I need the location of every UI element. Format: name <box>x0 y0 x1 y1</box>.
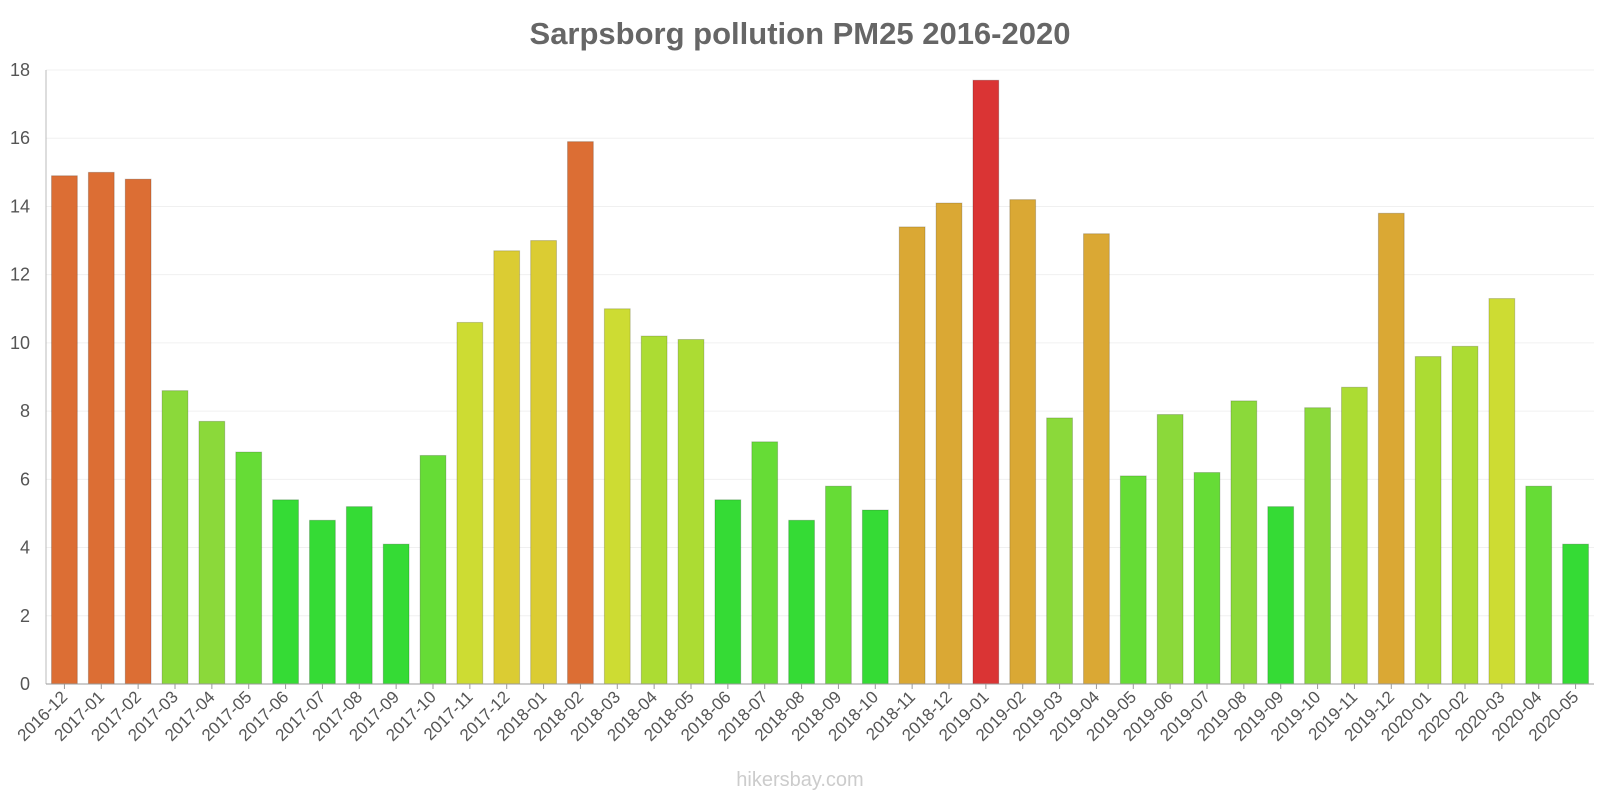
bar <box>1377 212 1405 685</box>
bar <box>1562 543 1589 685</box>
chart-title: Sarpsborg pollution PM25 2016-2020 <box>529 16 1071 51</box>
bar <box>1193 472 1221 685</box>
y-tick-label: 4 <box>20 538 30 558</box>
y-tick-label: 0 <box>20 674 30 694</box>
y-tick-label: 18 <box>10 60 30 80</box>
bar <box>382 543 410 685</box>
bar <box>1046 417 1073 685</box>
bar <box>530 240 557 685</box>
bar <box>567 141 594 685</box>
bar <box>677 338 705 685</box>
bar <box>898 226 926 685</box>
bar <box>935 202 963 685</box>
bar <box>1488 298 1516 685</box>
y-tick-label: 8 <box>20 401 30 421</box>
bar <box>1451 345 1479 685</box>
bar <box>825 485 852 685</box>
bar <box>1156 414 1184 685</box>
bar <box>51 175 78 685</box>
bar <box>1119 475 1147 685</box>
bar <box>419 454 447 685</box>
bar <box>124 178 152 685</box>
watermark: hikersbay.com <box>736 769 864 791</box>
bar <box>1341 386 1368 685</box>
bar <box>198 420 226 685</box>
bar <box>456 321 484 685</box>
bar <box>640 335 668 685</box>
bar <box>1414 356 1442 685</box>
bar <box>714 499 742 685</box>
bar <box>751 441 779 685</box>
bar <box>272 499 299 685</box>
bar <box>1230 400 1258 685</box>
bar <box>493 250 521 685</box>
bar <box>1083 233 1110 685</box>
bar <box>788 519 815 685</box>
bar <box>972 79 1000 685</box>
bar <box>87 171 115 685</box>
bar <box>1267 506 1295 685</box>
bar <box>1525 485 1553 685</box>
bar <box>861 509 889 685</box>
bar <box>1009 199 1037 685</box>
bar <box>1304 407 1331 685</box>
y-tick-label: 14 <box>10 196 30 216</box>
bar <box>603 308 631 685</box>
y-tick-label: 2 <box>20 606 30 626</box>
y-tick-label: 10 <box>10 333 30 353</box>
bar <box>235 451 263 685</box>
bar <box>309 519 336 685</box>
y-tick-label: 16 <box>10 128 30 148</box>
y-tick-label: 6 <box>20 469 30 489</box>
bar <box>345 506 373 685</box>
bar <box>161 390 189 685</box>
y-tick-label: 12 <box>10 265 30 285</box>
